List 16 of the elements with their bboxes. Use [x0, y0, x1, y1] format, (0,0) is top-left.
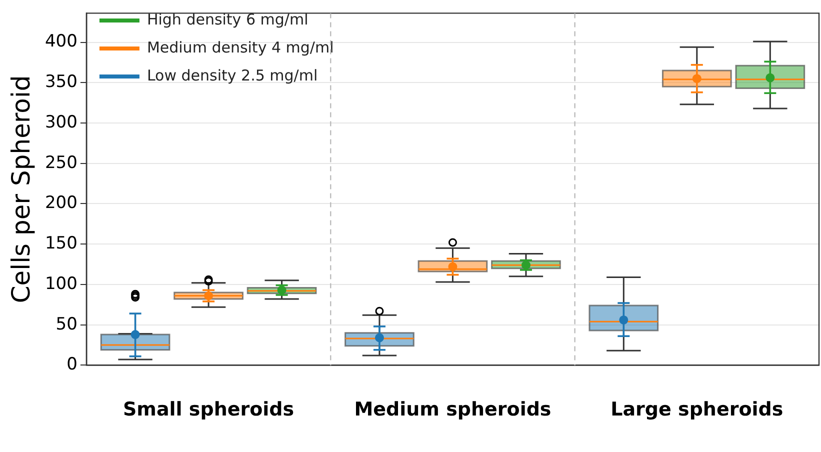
y-axis-title: Cells per Spheroid: [6, 75, 36, 304]
y-tick-label: 200: [44, 193, 78, 214]
y-tick-label: 50: [56, 314, 78, 334]
x-tick-label: Small spheroids: [122, 398, 294, 421]
legend-label: Medium density 4 mg/ml: [146, 38, 334, 56]
y-tick-label: 300: [44, 112, 78, 132]
y-tick-label: 100: [44, 274, 78, 294]
legend-label: Low density 2.5 mg/ml: [146, 66, 318, 84]
y-tick-label: 250: [44, 152, 78, 173]
legend-label: High density 6 mg/ml: [146, 10, 308, 28]
y-tick-label: 400: [44, 32, 78, 52]
y-tick-label: 150: [44, 234, 78, 254]
y-tick-label: 350: [44, 72, 78, 92]
x-tick-label: Large spheroids: [610, 398, 784, 421]
x-tick-label: Medium spheroids: [354, 398, 552, 421]
y-tick-label: 0: [66, 354, 78, 375]
